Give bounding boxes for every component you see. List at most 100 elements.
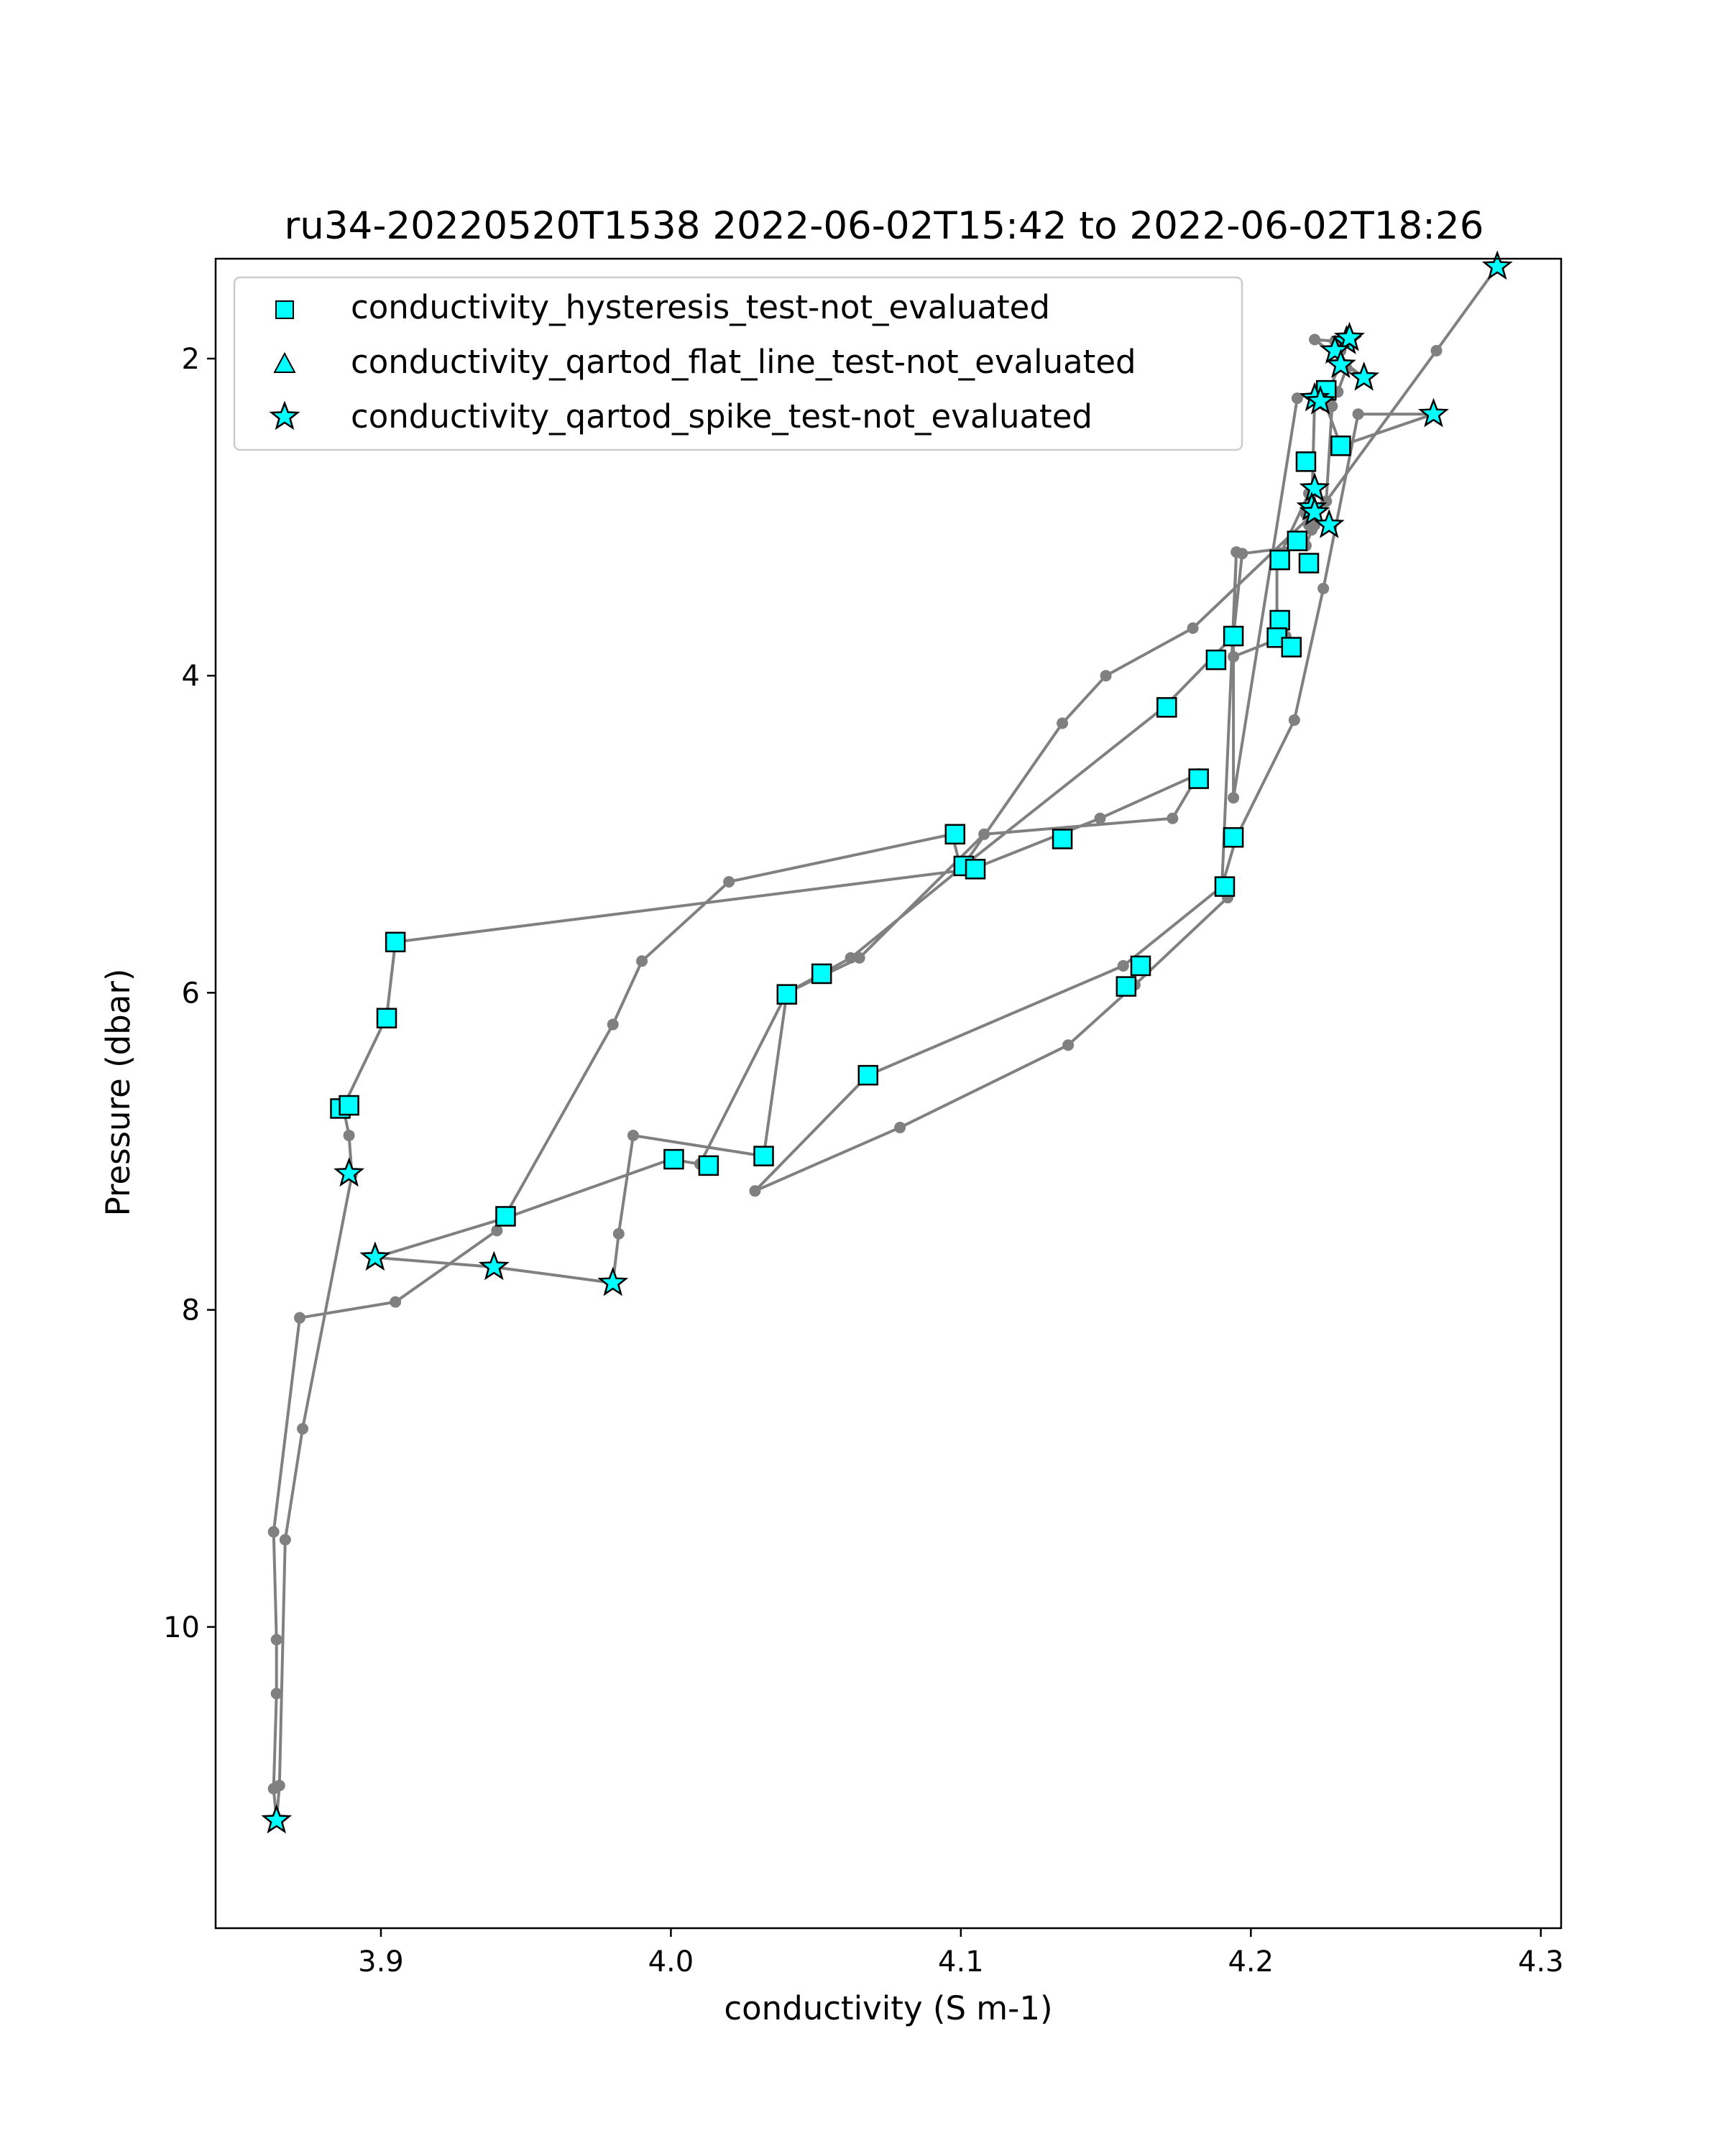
hysteresis-marker bbox=[1052, 829, 1073, 849]
hysteresis-marker bbox=[776, 984, 798, 1005]
star-marker-icon bbox=[269, 400, 300, 430]
x-tick-label: 3.9 bbox=[358, 1945, 404, 1978]
y-tick-label: 8 bbox=[182, 1294, 200, 1327]
spike-marker bbox=[1348, 361, 1380, 391]
spike-marker bbox=[1299, 496, 1330, 526]
axes-frame bbox=[214, 257, 1563, 1930]
x-tick-label: 4.1 bbox=[938, 1945, 984, 1978]
hysteresis-marker bbox=[663, 1148, 684, 1170]
hysteresis-marker bbox=[339, 1095, 359, 1116]
profile-point bbox=[297, 1423, 309, 1435]
spike-marker bbox=[1299, 472, 1330, 502]
profile-point bbox=[845, 952, 857, 964]
profile-point bbox=[491, 1225, 503, 1237]
x-tick-label: 4.0 bbox=[648, 1945, 694, 1978]
spike-marker bbox=[261, 1804, 293, 1834]
hysteresis-marker bbox=[1223, 826, 1244, 848]
hysteresis-marker bbox=[1281, 637, 1302, 658]
spike-marker bbox=[359, 1241, 391, 1271]
x-tick-label: 4.3 bbox=[1518, 1945, 1564, 1978]
y-tick-label: 6 bbox=[182, 977, 200, 1010]
hysteresis-marker bbox=[1330, 436, 1351, 456]
profile-point bbox=[267, 1526, 280, 1538]
square-marker-icon bbox=[275, 300, 294, 319]
profile-point bbox=[1117, 959, 1129, 972]
hysteresis-marker bbox=[1156, 697, 1177, 718]
hysteresis-marker bbox=[1205, 649, 1227, 671]
hysteresis-marker bbox=[698, 1155, 719, 1176]
profile-point bbox=[723, 875, 735, 888]
profile-point bbox=[894, 1121, 906, 1133]
legend: conductivity_hysteresis_test-not_evaluat… bbox=[233, 276, 1243, 451]
legend-entry-spike: conductivity_qartod_spike_test-not_evalu… bbox=[351, 397, 1092, 436]
spike-marker bbox=[1481, 250, 1513, 280]
hysteresis-marker bbox=[1269, 609, 1290, 631]
spike-marker bbox=[1325, 349, 1356, 379]
profile-point bbox=[343, 1129, 355, 1141]
hysteresis-marker bbox=[495, 1206, 516, 1227]
profile-point bbox=[1094, 812, 1106, 824]
profile-point bbox=[1228, 650, 1240, 663]
profile-point bbox=[294, 1312, 305, 1324]
profile-point bbox=[1236, 548, 1248, 560]
profile-point bbox=[749, 1185, 761, 1197]
x-tick-label: 4.2 bbox=[1228, 1945, 1274, 1978]
profile-point bbox=[1303, 519, 1315, 531]
profile-point bbox=[1352, 408, 1364, 420]
y-axis: 2 4 6 8 10 bbox=[163, 343, 216, 1644]
y-tick-label: 2 bbox=[182, 343, 200, 376]
profile-point bbox=[607, 1018, 619, 1031]
spike-marker bbox=[334, 1157, 365, 1187]
hysteresis-marker bbox=[1287, 530, 1308, 551]
spike-marker bbox=[1334, 321, 1365, 351]
x-axis-label: conductivity (S m-1) bbox=[724, 1989, 1052, 2027]
hysteresis-marker bbox=[1188, 768, 1209, 789]
spike-marker bbox=[597, 1266, 629, 1296]
spike-marker bbox=[1319, 334, 1351, 364]
profile-point bbox=[1228, 792, 1240, 804]
profile-point bbox=[627, 1129, 639, 1141]
hysteresis-marker bbox=[1223, 625, 1244, 647]
profile-point bbox=[1430, 344, 1443, 356]
profile-point bbox=[978, 828, 990, 840]
profile-point bbox=[270, 1634, 282, 1646]
plot-area bbox=[261, 250, 1513, 1834]
legend-box bbox=[233, 276, 1243, 451]
hysteresis-marker bbox=[1295, 451, 1317, 472]
profile-point bbox=[270, 1687, 282, 1700]
hysteresis-marker bbox=[944, 824, 966, 845]
profile-point bbox=[1187, 622, 1199, 635]
hysteresis-marker bbox=[1130, 955, 1151, 977]
spike-marker bbox=[1313, 509, 1345, 538]
spike-marker bbox=[1418, 397, 1449, 428]
profile-point bbox=[1288, 714, 1300, 726]
chart-title: ru34-20220520T1538 2022-06-02T15:42 to 2… bbox=[285, 204, 1484, 248]
hysteresis-marker bbox=[857, 1064, 879, 1086]
profile-point bbox=[1057, 717, 1069, 729]
legend-entry-flat-line: conductivity_qartod_flat_line_test-not_e… bbox=[351, 343, 1136, 381]
y-axis-label: Pressure (dbar) bbox=[99, 969, 137, 1217]
x-axis: 3.9 4.0 4.1 4.2 4.3 bbox=[358, 1928, 1564, 1978]
hysteresis-marker bbox=[1269, 549, 1290, 571]
profile-point bbox=[1167, 812, 1179, 824]
hysteresis-marker bbox=[753, 1146, 774, 1166]
profile-point bbox=[390, 1296, 402, 1308]
hysteresis-marker bbox=[811, 963, 832, 985]
hysteresis-marker bbox=[376, 1008, 397, 1028]
profile-point bbox=[1100, 670, 1112, 682]
profile-point bbox=[853, 952, 865, 964]
profile-point bbox=[1291, 392, 1303, 405]
triangle-marker-icon bbox=[273, 351, 296, 373]
profile-point bbox=[612, 1227, 625, 1240]
profile-point bbox=[273, 1779, 285, 1792]
profile-point bbox=[279, 1534, 291, 1546]
spike-marker bbox=[478, 1250, 510, 1281]
hysteresis-marker bbox=[385, 931, 406, 953]
profile-point bbox=[636, 955, 648, 967]
hysteresis-marker bbox=[1298, 553, 1320, 573]
legend-entry-hysteresis: conductivity_hysteresis_test-not_evaluat… bbox=[351, 288, 1050, 326]
hysteresis-marker bbox=[965, 859, 986, 880]
hysteresis-marker bbox=[1116, 976, 1137, 997]
profile-point bbox=[1317, 582, 1330, 594]
